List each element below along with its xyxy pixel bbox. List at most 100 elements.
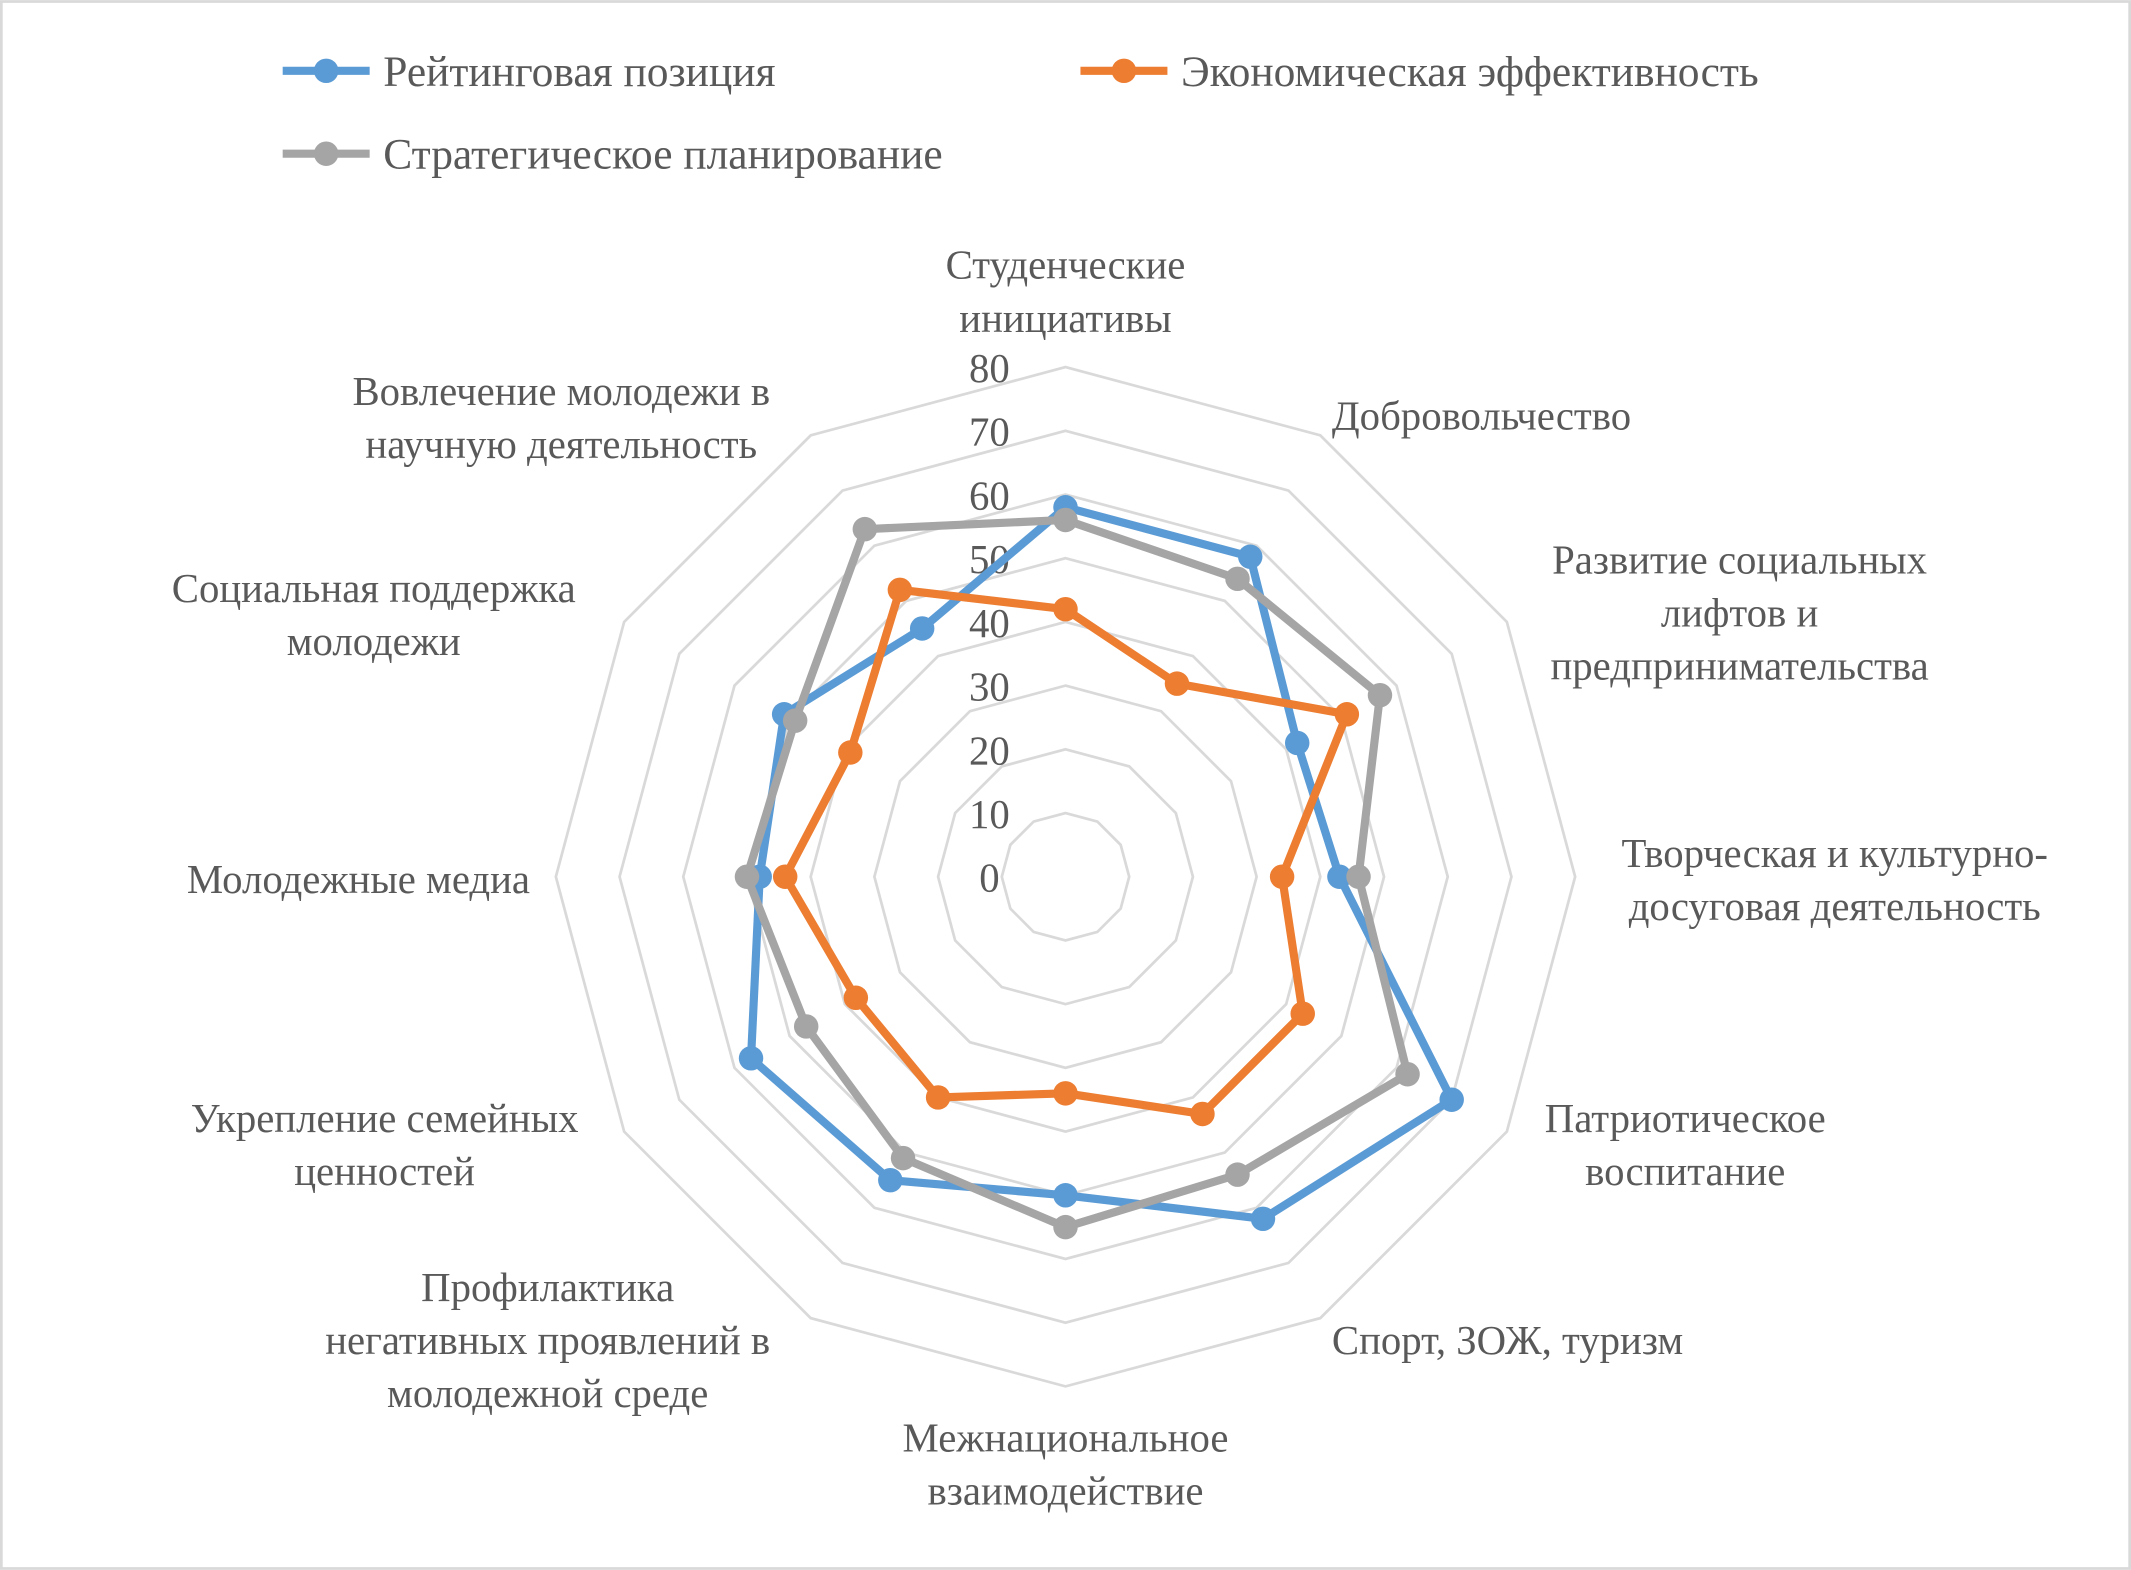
data-point — [1395, 1061, 1420, 1087]
grid-ring — [1000, 811, 1131, 942]
data-point — [878, 1167, 903, 1193]
category-label: Укрепление семейных ценностей — [191, 1096, 579, 1194]
tick-label: 20 — [969, 728, 1010, 773]
grid-ring — [618, 429, 1513, 1325]
category-label: Развитие социальных лифтов и предпринимате… — [1550, 538, 1928, 689]
category-label-line: Профилактика — [421, 1265, 674, 1310]
data-point — [1284, 730, 1310, 756]
category-label: Спорт, ЗОЖ, туризм — [1332, 1318, 1683, 1363]
category-label: Творческая и культурно-досуговая деятель… — [1621, 831, 2048, 929]
category-label-line: взаимодействие — [928, 1469, 1204, 1514]
data-point — [738, 1046, 764, 1071]
category-label-line: Творческая и культурно- — [1621, 831, 2048, 876]
category-label: Профилактика негативных проявлений в молод… — [325, 1265, 770, 1416]
category-label: Межнациональное взаимодействие — [903, 1416, 1229, 1514]
legend-label: Рейтинговая позиция — [383, 48, 775, 96]
data-point — [1346, 864, 1371, 889]
category-label-line: молодежной среде — [387, 1371, 708, 1416]
data-point — [890, 1145, 916, 1171]
data-point — [1190, 1101, 1215, 1127]
data-point — [1053, 507, 1078, 533]
data-point — [1334, 702, 1360, 727]
legend-label: Экономическая эффективность — [1181, 48, 1759, 96]
series-2 — [734, 507, 1420, 1240]
data-point — [1269, 864, 1295, 889]
grid-ring — [872, 684, 1259, 1070]
category-label: Патриотическое воспитание — [1545, 1096, 1826, 1194]
legend-marker-icon — [313, 141, 339, 166]
category-label-line: предпринимательства — [1550, 644, 1928, 689]
data-point — [782, 708, 808, 733]
data-point — [1053, 596, 1078, 622]
legend-marker-icon — [1111, 58, 1137, 84]
tick-label: 0 — [979, 856, 999, 901]
legend-marker-icon — [313, 58, 339, 84]
data-point — [909, 616, 935, 641]
category-label-line: Молодежные медиа — [187, 857, 530, 902]
series-group — [734, 495, 1464, 1240]
category-label-line: воспитание — [1585, 1149, 1785, 1194]
tick-label: 80 — [969, 346, 1010, 391]
tick-label: 30 — [969, 665, 1010, 710]
category-label-line: досуговая деятельность — [1629, 884, 2041, 929]
category-label-line: Межнациональное — [903, 1416, 1229, 1461]
data-point — [772, 864, 798, 889]
data-point — [1225, 1162, 1250, 1187]
legend-item[interactable]: Стратегическое планирование — [282, 131, 943, 179]
data-point — [1290, 1001, 1315, 1026]
data-point — [734, 864, 760, 889]
category-labels: Студенческие инициативы Добровольчество Раз… — [172, 243, 2048, 1514]
grid-ring — [554, 365, 1577, 1388]
data-point — [793, 1014, 819, 1039]
data-point — [852, 516, 878, 542]
tick-label: 40 — [969, 601, 1010, 646]
data-point — [1225, 566, 1250, 592]
data-point — [1250, 1206, 1276, 1232]
data-point — [1439, 1087, 1464, 1112]
category-label-line: Патриотическое — [1545, 1096, 1826, 1141]
category-label-line: Социальная поддержка — [172, 566, 576, 611]
tick-label: 70 — [969, 410, 1010, 455]
data-point — [1367, 682, 1393, 708]
category-label: Социальная поддержка молодежи — [172, 566, 576, 664]
category-label-line: Добровольчество — [1332, 394, 1631, 439]
category-label-line: негативных проявлений в — [325, 1318, 770, 1363]
legend-item[interactable]: Экономическая эффективность — [1080, 48, 1759, 96]
category-label-line: Спорт, ЗОЖ, туризм — [1332, 1318, 1683, 1363]
data-point — [925, 1085, 951, 1110]
grid-ring — [936, 747, 1195, 1006]
data-point — [838, 740, 863, 765]
data-point — [1238, 544, 1263, 569]
grid-ring — [681, 493, 1450, 1261]
category-label: Студенческие инициативы — [946, 243, 1186, 341]
data-point — [1327, 864, 1352, 889]
data-point — [1053, 1183, 1078, 1208]
category-label: Добровольчество — [1332, 394, 1631, 439]
data-point — [1164, 671, 1190, 696]
data-point — [887, 577, 913, 603]
legend-label: Стратегическое планирование — [383, 131, 942, 179]
data-point — [843, 985, 869, 1011]
category-label-line: молодежи — [287, 619, 461, 664]
category-label-line: Развитие социальных — [1552, 538, 1927, 583]
legend: Рейтинговая позиция Экономическая эффекти… — [282, 48, 1759, 179]
category-label-line: Укрепление семейных — [191, 1096, 579, 1141]
data-point — [1053, 1081, 1078, 1106]
category-label-line: инициативы — [959, 296, 1171, 341]
category-label-line: Вовлечение молодежи в — [352, 369, 770, 414]
category-label: Вовлечение молодежи в научную деятельност… — [352, 369, 770, 467]
category-label-line: лифтов и — [1661, 591, 1819, 636]
tick-label: 10 — [969, 792, 1010, 837]
category-label: Молодежные медиа — [187, 857, 530, 902]
category-label-line: ценностей — [294, 1149, 475, 1194]
data-point — [1053, 1214, 1078, 1240]
category-label-line: научную деятельность — [365, 422, 757, 467]
category-label-line: Студенческие — [946, 243, 1186, 288]
series-1 — [772, 577, 1360, 1127]
tick-label: 60 — [969, 473, 1010, 518]
legend-item[interactable]: Рейтинговая позиция — [282, 48, 776, 96]
